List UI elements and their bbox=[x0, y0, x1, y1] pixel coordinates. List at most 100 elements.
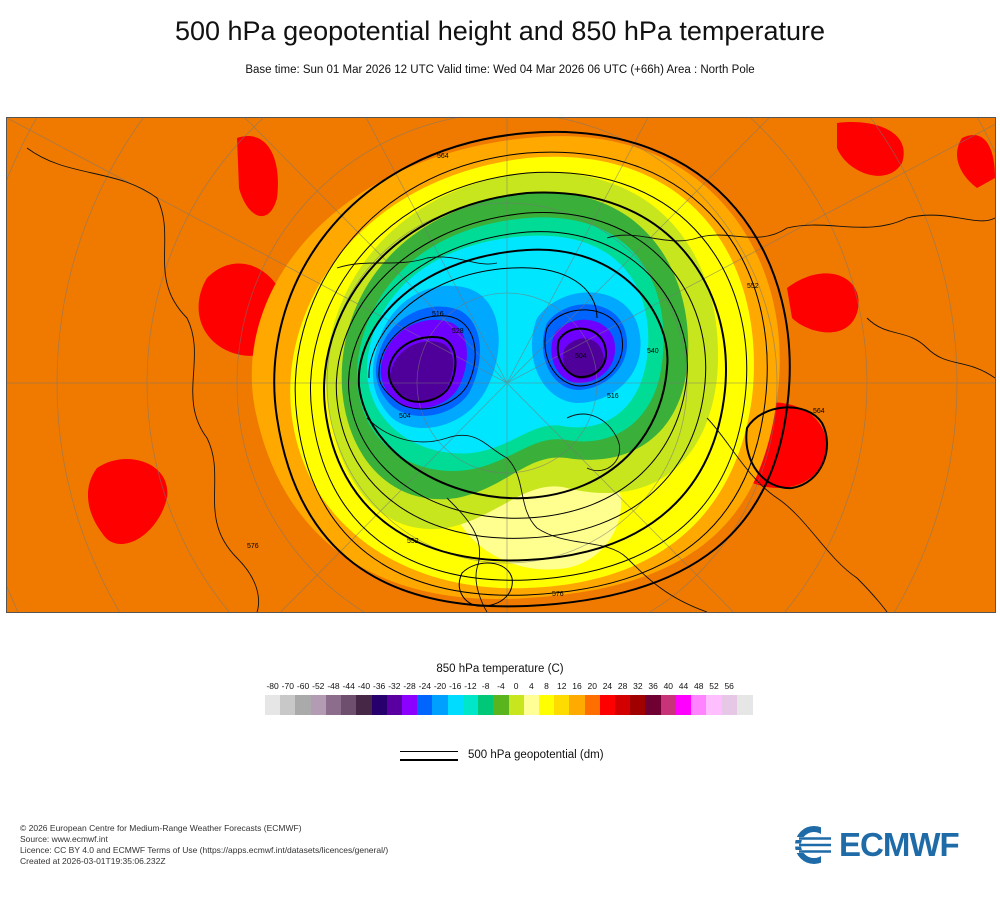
ecmwf-logo-mark bbox=[795, 826, 835, 864]
footer: © 2026 European Centre for Medium-Range … bbox=[20, 823, 388, 867]
map-canvas: 504 504 516 516 528 540 552 552 564 564 … bbox=[7, 118, 995, 612]
colorbar bbox=[265, 695, 753, 715]
footer-licence: Licence: CC BY 4.0 and ECMWF Terms of Us… bbox=[20, 845, 389, 855]
field-hot-patch bbox=[237, 136, 278, 217]
colorbar-tick-label: 24 bbox=[602, 681, 613, 691]
colorbar-swatch bbox=[538, 695, 555, 715]
colorbar-tick-label: 32 bbox=[633, 681, 643, 691]
colorbar-tick-label: -36 bbox=[372, 681, 386, 691]
colorbar-swatch bbox=[584, 695, 601, 715]
colorbar-tick-label: -48 bbox=[327, 681, 340, 691]
colorbar-tick-label: 16 bbox=[572, 681, 582, 691]
coastlines bbox=[26, 147, 995, 612]
contour-label: 504 bbox=[399, 413, 411, 420]
colorbar-tick-label: 28 bbox=[617, 681, 628, 691]
contour-label: 552 bbox=[747, 283, 759, 290]
colorbar-swatch bbox=[660, 695, 677, 715]
colorbar-tick-label: -12 bbox=[464, 681, 477, 691]
contour-label: 552 bbox=[407, 538, 419, 545]
contour-label: 516 bbox=[432, 311, 444, 318]
colorbar-tick-label: -44 bbox=[342, 681, 355, 691]
colorbar-swatch bbox=[706, 695, 723, 715]
colorbar-swatch bbox=[493, 695, 509, 715]
field-purple bbox=[389, 341, 454, 403]
colorbar-tick-label: 56 bbox=[724, 681, 734, 691]
contour-label: 564 bbox=[437, 153, 449, 160]
colorbar-tick-label: 36 bbox=[648, 681, 658, 691]
colorbar-tick-label: -16 bbox=[449, 681, 462, 691]
footer-copyright: © 2026 European Centre for Medium-Range … bbox=[20, 823, 302, 833]
geopotential-legend-swatch bbox=[400, 749, 458, 763]
colorbar-swatch bbox=[645, 695, 662, 715]
footer-created: Created at 2026-03-01T19:35:06.232Z bbox=[20, 856, 166, 866]
colorbar-swatch bbox=[721, 695, 738, 715]
geopotential-legend-label: 500 hPa geopotential (dm) bbox=[468, 749, 604, 761]
colorbar-swatch bbox=[447, 695, 464, 715]
colorbar-swatch bbox=[386, 695, 403, 715]
ecmwf-logo: ECMWF bbox=[795, 826, 985, 864]
contour-label: 528 bbox=[452, 328, 464, 335]
colorbar-swatch bbox=[599, 695, 616, 715]
colorbar-tick-label: 40 bbox=[663, 681, 674, 691]
colorbar-swatch bbox=[401, 695, 418, 715]
colorbar-tick-label: 44 bbox=[678, 681, 689, 691]
colorbar-tick-label: -4 bbox=[497, 681, 505, 691]
colorbar-swatch bbox=[615, 695, 631, 715]
contour-label: 504 bbox=[575, 353, 587, 360]
colorbar-tick-label: 48 bbox=[694, 681, 704, 691]
colorbar-swatch bbox=[691, 695, 707, 715]
colorbar-tick-label: -52 bbox=[312, 681, 325, 691]
colorbar-swatch bbox=[371, 695, 388, 715]
colorbar-tick-label: 0 bbox=[513, 681, 519, 691]
colorbar-swatch bbox=[280, 695, 296, 715]
colorbar-swatch bbox=[736, 695, 753, 715]
footer-source: Source: www.ecmwf.int bbox=[20, 834, 108, 844]
field-hot-patch bbox=[837, 122, 904, 176]
colorbar-title: 850 hPa temperature (C) bbox=[436, 663, 564, 675]
colorbar-swatch bbox=[325, 695, 342, 715]
colorbar-swatch bbox=[630, 695, 646, 715]
colorbar-tick-label: -20 bbox=[433, 681, 447, 691]
colorbar-swatch bbox=[265, 695, 281, 715]
geopotential-contours bbox=[273, 130, 828, 608]
colorbar-swatch bbox=[341, 695, 357, 715]
colorbar-tick-label: -28 bbox=[403, 681, 416, 691]
contour-label: 576 bbox=[247, 543, 259, 550]
contour-label: 540 bbox=[647, 348, 659, 355]
colorbar-tick-label: -40 bbox=[357, 681, 371, 691]
colorbar-tick-label: 8 bbox=[544, 681, 549, 691]
colorbar-swatch bbox=[478, 695, 494, 715]
colorbar-swatch bbox=[462, 695, 479, 715]
contour-labels: 504 504 516 516 528 540 552 552 564 564 … bbox=[247, 153, 825, 598]
graticule bbox=[7, 118, 995, 612]
colorbar-swatch bbox=[554, 695, 570, 715]
colorbar-tick-label: 12 bbox=[557, 681, 567, 691]
colorbar-tick-label: 52 bbox=[709, 681, 719, 691]
colorbar-swatch bbox=[295, 695, 312, 715]
colorbar-tick-label: -32 bbox=[388, 681, 401, 691]
colorbar-tick-label: -24 bbox=[418, 681, 431, 691]
colorbar-swatch bbox=[310, 695, 327, 715]
contour-label: 564 bbox=[813, 408, 825, 415]
colorbar-swatch bbox=[432, 695, 449, 715]
colorbar-swatch bbox=[675, 695, 692, 715]
field-hot-patch bbox=[787, 273, 859, 333]
colorbar-tick-label: 20 bbox=[587, 681, 597, 691]
weather-map: 504 504 516 516 528 540 552 552 564 564 … bbox=[6, 117, 996, 613]
colorbar-swatch bbox=[356, 695, 373, 715]
ecmwf-logo-text: ECMWF bbox=[839, 826, 960, 863]
colorbar-tick-label: -70 bbox=[281, 681, 294, 691]
field-hot-patch bbox=[957, 134, 995, 188]
colorbar-tick-label: -60 bbox=[296, 681, 310, 691]
colorbar-swatch bbox=[523, 695, 540, 715]
colorbar-tick-label: -8 bbox=[481, 681, 490, 691]
contour-label: 576 bbox=[552, 591, 564, 598]
colorbar-swatch bbox=[508, 695, 525, 715]
field-purple bbox=[562, 338, 604, 380]
colorbar-swatch bbox=[417, 695, 433, 715]
colorbar-tick-label: 4 bbox=[528, 681, 534, 691]
field-hot-patch bbox=[87, 459, 168, 545]
colorbar-ticks: -80 -70 -60 -52 -48 -44 -40 -36 -32 -28 -24 -20 -16-… bbox=[0, 681, 1000, 693]
chart-subtitle: Base time: Sun 01 Mar 2026 12 UTC Valid … bbox=[245, 64, 755, 76]
colorbar-tick-label: -80 bbox=[266, 681, 279, 691]
